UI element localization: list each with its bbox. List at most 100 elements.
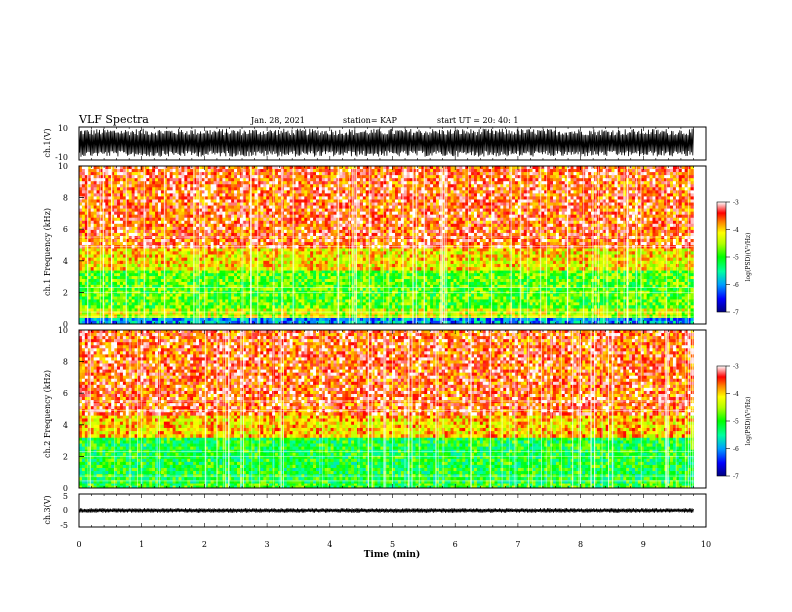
spectrogram-cell [345, 296, 349, 300]
spectrogram-cell [222, 320, 226, 325]
spectrogram-cell [172, 293, 176, 297]
spectrogram-cell [447, 287, 451, 291]
spectrogram-cell [234, 296, 238, 300]
spectrogram-cell [652, 314, 656, 318]
spectrogram-cell [380, 293, 384, 297]
spectrogram-cell [292, 257, 296, 262]
spectrogram-cell [93, 302, 97, 306]
spectrogram-cell [620, 284, 624, 289]
spectrogram-cell [412, 299, 416, 303]
spectrogram-cell [321, 257, 326, 262]
spectrogram-cell [87, 305, 92, 309]
spectrogram-cell [318, 276, 323, 280]
spectrogram-cell [237, 279, 241, 283]
spectrogram-cell [81, 248, 86, 252]
spectrogram-cell [237, 281, 241, 286]
spectrogram-cell [219, 257, 223, 262]
spectrogram-cell [263, 317, 267, 322]
spectrogram-cell [155, 317, 159, 322]
spectrogram-cell [269, 284, 273, 289]
spectrogram-cell [374, 273, 378, 277]
spectrogram-cell [149, 270, 153, 274]
spectrogram-cell [269, 302, 273, 306]
spectrogram-cell [122, 248, 127, 252]
spectrogram-cell [87, 270, 92, 274]
spectrogram-cell [266, 302, 270, 306]
spectrogram-cell [163, 263, 168, 268]
spectrogram-cell [555, 276, 560, 280]
spectrogram-cell [553, 276, 557, 280]
spectrogram-cell [415, 314, 419, 318]
spectrogram-cell [453, 251, 457, 255]
spectrogram-cell [330, 296, 334, 300]
spectrogram-cell [664, 276, 668, 280]
spectrogram-cell [418, 287, 422, 291]
spectrogram-cell [175, 279, 179, 283]
spectrogram-cell [555, 287, 560, 291]
spectrogram-cell [237, 308, 241, 312]
spectrogram-cell [567, 299, 571, 303]
spectrogram-cell [90, 308, 94, 312]
spectrogram-cell [614, 317, 618, 322]
spectrogram-cell [386, 281, 390, 286]
spectrogram-cell [506, 251, 510, 255]
spectrogram-cell [547, 296, 551, 300]
spectrogram-cell [667, 284, 671, 289]
spectrogram-cell [330, 257, 334, 262]
spectrogram-cell [166, 287, 171, 291]
spectrogram-cell [465, 257, 469, 262]
spectrogram-cell [140, 320, 144, 325]
spectrogram-cell [345, 273, 349, 277]
spectrogram-cell [327, 317, 331, 322]
spectrogram-cell [433, 251, 437, 255]
spectrogram-cell [415, 299, 419, 303]
spectrogram-cell [225, 276, 229, 280]
spectrogram-cell [623, 320, 627, 325]
spectrogram-cell [564, 296, 568, 300]
spectrogram-cell [424, 254, 428, 258]
spectrogram-cell [661, 276, 665, 280]
spectrogram-cell [301, 284, 305, 289]
spectrogram-cell [184, 248, 188, 252]
spectrogram-cell [87, 251, 92, 255]
spectrogram-cell [99, 284, 103, 289]
spectrogram-cell [160, 263, 165, 268]
spectrogram-cell [567, 302, 571, 306]
spectrogram-cell [620, 276, 624, 280]
spectrogram-cell [678, 260, 683, 265]
spectrogram-cell [485, 296, 489, 300]
spectrogram-cell [614, 273, 618, 277]
spectrogram-cell [424, 263, 428, 268]
spectrogram-cell [661, 273, 665, 277]
spectrogram-cell [222, 314, 226, 318]
spectrogram-cell [383, 320, 387, 325]
spectrogram-cell [579, 296, 583, 300]
spectrogram-cell [105, 281, 109, 286]
spectrogram-cell [608, 276, 612, 280]
spectrogram-cell [324, 284, 329, 289]
spectrogram-cell [380, 257, 384, 262]
spectrogram-cell [468, 284, 472, 289]
spectrogram-cell [602, 279, 606, 283]
spectrogram-cell [576, 270, 580, 274]
spectrogram-cell [160, 305, 165, 309]
spectrogram-cell [564, 248, 568, 252]
spectrogram-cell [251, 296, 255, 300]
spectrogram-cell [225, 263, 229, 268]
spectrogram-cell [163, 248, 168, 252]
spectrogram-cell [664, 248, 668, 252]
spectrogram-cell [190, 284, 194, 289]
spectrogram-cell [675, 284, 680, 289]
spectrogram-cell [664, 254, 668, 258]
spectrogram-cell [646, 311, 650, 315]
spectrogram-cell [266, 293, 270, 297]
spectrogram-cell [488, 254, 492, 258]
spectrogram-cell [374, 279, 378, 283]
spectrogram-cell [231, 296, 235, 300]
spectrogram-cell [620, 305, 624, 309]
spectrogram-cell [678, 284, 683, 289]
spectrogram-cell [152, 279, 156, 283]
spectrogram-cell [608, 281, 612, 286]
spectrogram-cell [93, 314, 97, 318]
spectrogram-cell [163, 305, 168, 309]
